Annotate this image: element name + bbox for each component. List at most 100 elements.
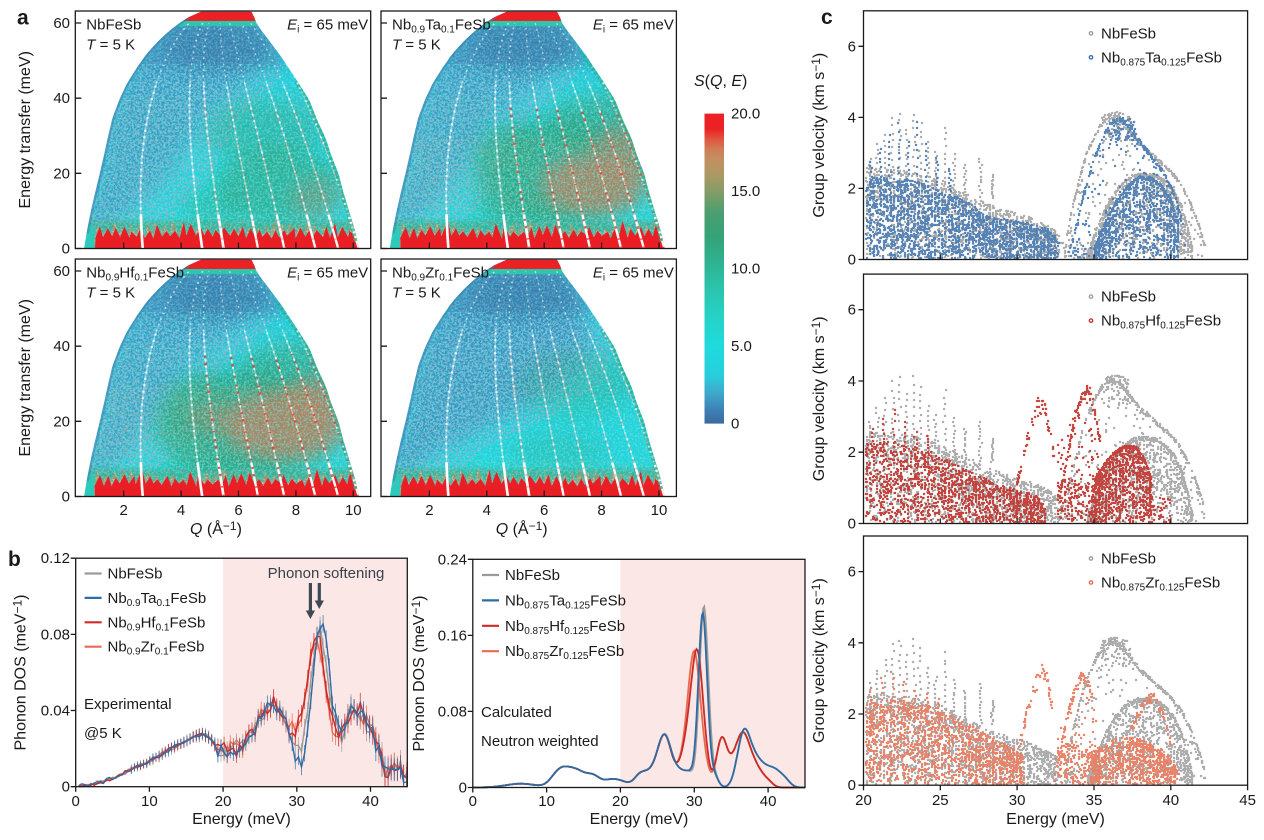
svg-text:Q (Å−1): Q (Å−1) [190,519,242,538]
svg-text:Phonon DOS (meV−1): Phonon DOS (meV−1) [10,595,29,751]
svg-text:c: c [821,6,833,29]
svg-text:0: 0 [62,489,70,506]
svg-text:15.0: 15.0 [731,183,760,200]
svg-text:2: 2 [120,502,128,519]
svg-text:0: 0 [469,793,477,810]
svg-text:30: 30 [288,793,305,810]
svg-text:25: 25 [932,792,949,809]
svg-text:Ei = 65 meV: Ei = 65 meV [593,265,674,284]
svg-text:0: 0 [848,252,856,269]
svg-text:0.08: 0.08 [438,703,467,720]
svg-text:Energy transfer (meV): Energy transfer (meV) [17,299,34,456]
svg-text:4: 4 [848,635,856,652]
svg-text:0: 0 [848,777,856,794]
svg-text:Nb0.9Hf0.1FeSb: Nb0.9Hf0.1FeSb [108,614,206,633]
svg-text:10: 10 [538,793,555,810]
svg-text:Ei = 65 meV: Ei = 65 meV [593,17,674,36]
svg-text:NbFeSb: NbFeSb [108,566,163,583]
svg-text:40: 40 [362,793,379,810]
svg-text:8: 8 [597,502,605,519]
svg-text:6: 6 [848,564,856,581]
svg-text:Nb0.875Zr0.125FeSb: Nb0.875Zr0.125FeSb [1101,575,1220,594]
svg-text:10.0: 10.0 [731,261,760,278]
svg-text:0: 0 [848,516,856,533]
svg-text:T = 5 K: T = 5 K [392,37,441,54]
svg-text:NbFeSb: NbFeSb [86,17,141,34]
svg-text:40: 40 [53,338,70,355]
svg-text:20: 20 [53,413,70,430]
svg-text:Neutron weighted: Neutron weighted [481,733,599,750]
svg-text:10: 10 [651,502,668,519]
svg-text:30: 30 [686,793,703,810]
svg-text:NbFeSb: NbFeSb [1101,25,1156,42]
svg-text:Nb0.9Zr0.1FeSb: Nb0.9Zr0.1FeSb [108,639,205,658]
svg-text:10: 10 [141,793,158,810]
svg-text:40: 40 [1162,792,1179,809]
svg-text:0: 0 [62,241,70,258]
svg-text:Nb0.9Zr0.1FeSb: Nb0.9Zr0.1FeSb [392,265,489,284]
svg-text:2: 2 [848,444,856,461]
svg-text:60: 60 [53,15,70,32]
svg-text:T = 5 K: T = 5 K [86,37,135,54]
svg-text:2: 2 [848,180,856,197]
svg-text:20: 20 [53,165,70,182]
svg-text:4: 4 [848,109,856,126]
svg-text:Group velocity (km s−1): Group velocity (km s−1) [809,578,828,743]
svg-text:0.24: 0.24 [438,551,467,568]
svg-text:Energy transfer (meV): Energy transfer (meV) [17,51,34,208]
svg-text:0: 0 [459,780,467,797]
svg-text:4: 4 [848,373,856,390]
svg-text:Nb0.875Ta0.125FeSb: Nb0.875Ta0.125FeSb [505,592,626,611]
svg-text:NbFeSb: NbFeSb [505,567,560,584]
svg-text:Energy (meV): Energy (meV) [1006,811,1105,828]
svg-text:10: 10 [345,502,362,519]
svg-text:20.0: 20.0 [731,106,760,123]
svg-text:Group velocity (km s−1): Group velocity (km s−1) [809,53,828,218]
svg-text:0: 0 [72,793,80,810]
svg-text:2: 2 [425,502,433,519]
svg-text:Q (Å−1): Q (Å−1) [496,519,548,538]
svg-text:2: 2 [848,706,856,723]
svg-text:35: 35 [1086,792,1103,809]
svg-text:Nb0.875Zr0.125FeSb: Nb0.875Zr0.125FeSb [505,643,624,662]
svg-text:6: 6 [540,502,548,519]
svg-text:@5 K: @5 K [84,725,122,742]
svg-text:T = 5 K: T = 5 K [392,285,441,302]
svg-text:Group velocity (km s−1): Group velocity (km s−1) [809,316,828,481]
svg-text:0: 0 [731,416,739,433]
svg-text:0.16: 0.16 [438,627,467,644]
svg-text:Energy (meV): Energy (meV) [192,811,291,828]
svg-text:Nb0.9Ta0.1FeSb: Nb0.9Ta0.1FeSb [108,590,207,609]
svg-text:4: 4 [177,502,185,519]
svg-text:Ei = 65 meV: Ei = 65 meV [287,265,368,284]
svg-text:6: 6 [848,38,856,55]
svg-text:Nb0.9Ta0.1FeSb: Nb0.9Ta0.1FeSb [392,17,491,36]
svg-text:NbFeSb: NbFeSb [1101,551,1156,568]
svg-text:Nb0.875Hf0.125FeSb: Nb0.875Hf0.125FeSb [505,618,625,637]
svg-text:6: 6 [848,302,856,319]
svg-text:T = 5 K: T = 5 K [86,285,135,302]
svg-text:0.04: 0.04 [41,703,70,720]
svg-text:Ei = 65 meV: Ei = 65 meV [287,17,368,36]
svg-text:Phonon softening: Phonon softening [268,565,385,582]
svg-text:5.0: 5.0 [731,338,752,355]
svg-text:0: 0 [62,779,70,796]
svg-text:30: 30 [1009,792,1026,809]
svg-text:Phonon DOS (meV−1): Phonon DOS (meV−1) [409,596,428,752]
svg-text:Nb0.9Hf0.1FeSb: Nb0.9Hf0.1FeSb [86,265,184,284]
svg-text:Experimental: Experimental [84,696,172,713]
svg-text:0.08: 0.08 [41,626,70,643]
svg-text:Nb0.875Hf0.125FeSb: Nb0.875Hf0.125FeSb [1101,313,1221,332]
svg-text:40: 40 [53,90,70,107]
svg-text:8: 8 [292,502,300,519]
svg-text:S(Q, E): S(Q, E) [694,73,747,90]
svg-text:NbFeSb: NbFeSb [1101,289,1156,306]
svg-text:a: a [17,7,29,30]
svg-text:45: 45 [1239,792,1256,809]
svg-text:Nb0.875Ta0.125FeSb: Nb0.875Ta0.125FeSb [1101,49,1222,68]
svg-text:4: 4 [483,502,491,519]
svg-text:60: 60 [53,263,70,280]
svg-text:b: b [8,548,21,571]
svg-text:0.12: 0.12 [41,550,70,567]
svg-text:20: 20 [855,792,872,809]
